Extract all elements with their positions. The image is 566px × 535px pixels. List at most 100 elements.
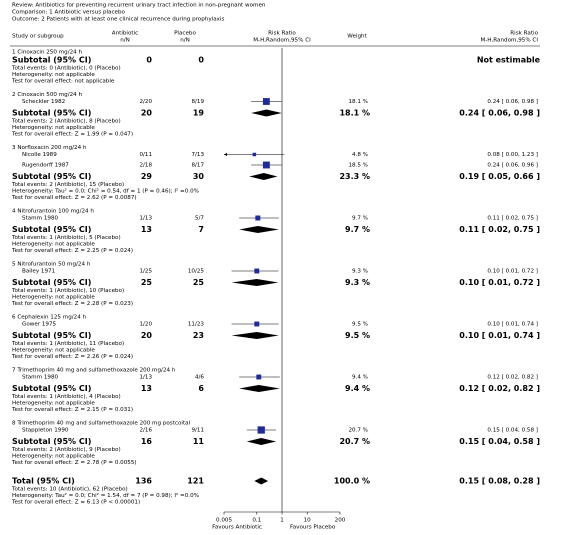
diamond	[251, 109, 282, 117]
subtotal-label: Subtotal (95% CI)	[12, 172, 91, 181]
result: 0.24 [ 0.06, 0.98 ]	[459, 109, 540, 118]
x-tick-label: 10	[304, 518, 312, 524]
total-events: Total events: 2 (Antibiotic), 8 (Placebo…	[11, 119, 121, 125]
heterogeneity: Heterogeneity: not applicable	[12, 125, 95, 131]
col-plot-sub: M-H,Random,95% CI	[253, 38, 311, 44]
placebo-events: 8/17	[191, 163, 204, 169]
overall-effect: Test for overall effect: Z = 2.28 (P = 0…	[11, 301, 133, 307]
placebo-events: 11/23	[188, 322, 205, 328]
placebo-total: 19	[193, 109, 205, 118]
result: Not estimable	[477, 56, 541, 65]
subtotal-label: Subtotal (95% CI)	[12, 384, 91, 393]
result: 0.19 [ 0.05, 0.66 ]	[459, 172, 540, 181]
result: 0.15 [ 0.04, 0.58 ]	[487, 428, 538, 434]
result: 0.12 [ 0.02, 0.82 ]	[459, 384, 540, 393]
result: 0.11 [ 0.02, 0.75 ]	[487, 216, 538, 222]
placebo-events: 4/6	[195, 375, 204, 381]
overall-effect: Test for overall effect: Z = 2.26 (P = 0…	[11, 354, 133, 360]
subtotal-label: Subtotal (95% CI)	[12, 437, 91, 446]
antibiotic-events: 1/13	[139, 375, 152, 381]
study-marker	[262, 98, 270, 105]
col-result: Risk Ratio	[510, 31, 538, 37]
col-study: Study or subgroup	[12, 34, 64, 40]
col-plot: Risk Ratio	[268, 31, 296, 37]
overall-effect: Test for overall effect: Z = 2.15 (P = 0…	[11, 407, 133, 413]
col-weight: Weight	[347, 34, 367, 40]
study-marker	[257, 426, 265, 434]
favours-right: Favours Placebo	[290, 525, 336, 531]
overall-effect: Test for overall effect: Z = 6.13 (P < 0…	[11, 500, 140, 506]
study-name: Nicolle 1989	[22, 152, 57, 158]
group-label: 8 Trimethoprim 40 mg and sulfamethoxazol…	[12, 421, 191, 427]
result: 0.10 [ 0.01, 0.72 ]	[487, 269, 538, 275]
weight: 9.3 %	[345, 278, 370, 287]
antibiotic-events: 2/16	[139, 428, 152, 434]
antibiotic-events: 0/11	[139, 152, 152, 158]
study-name: Rugendorff 1987	[22, 163, 69, 169]
antibiotic-events: 2/20	[139, 99, 152, 105]
subtotal-label: Subtotal (95% CI)	[12, 56, 91, 65]
study-name: Stamm 1980	[22, 375, 59, 381]
study-name: Gower 1975	[22, 322, 57, 328]
placebo-total: 6	[198, 384, 204, 393]
antibiotic-total: 25	[141, 278, 153, 287]
overall-effect: Test for overall effect: Z = 2.78 (P = 0…	[11, 460, 137, 466]
study-marker	[262, 161, 270, 169]
placebo-events: 10/25	[188, 269, 205, 275]
diamond	[249, 173, 278, 180]
weight: 9.5 %	[345, 331, 370, 340]
placebo-events: 5/7	[195, 216, 204, 222]
study-marker	[252, 152, 257, 157]
result: 0.10 [ 0.01, 0.74 ]	[459, 331, 540, 340]
diamond	[254, 477, 269, 485]
outcome: Outcome: 2 Patients with at least one cl…	[12, 17, 224, 23]
placebo-total: 121	[187, 477, 204, 486]
weight: 23.3 %	[339, 172, 370, 181]
weight: 18.1 %	[339, 109, 370, 118]
group-label: 4 Nitrofurantoin 100 mg/24 h	[12, 209, 94, 215]
result: 0.15 [ 0.08, 0.28 ]	[459, 477, 540, 486]
weight: 4.8 %	[352, 152, 368, 158]
ci-arrow	[224, 153, 228, 156]
heterogeneity: Heterogeneity: not applicable	[12, 295, 95, 301]
antibiotic-total: 16	[141, 437, 153, 446]
result: 0.10 [ 0.01, 0.74 ]	[487, 322, 538, 328]
placebo-total: 23	[193, 331, 204, 340]
heterogeneity: Heterogeneity: not applicable	[12, 72, 95, 78]
result: 0.12 [ 0.02, 0.82 ]	[487, 375, 538, 381]
antibiotic-total: 13	[141, 225, 152, 234]
result: 0.15 [ 0.04, 0.58 ]	[459, 437, 540, 446]
x-tick-label: 200	[335, 518, 346, 524]
col-placebo: Placebo	[174, 31, 196, 37]
total-events: Total events: 1 (Antibiotic), 11 (Placeb…	[11, 341, 124, 347]
weight: 9.7 %	[352, 216, 368, 222]
weight: 20.7 %	[348, 428, 368, 434]
overall-effect: Test for overall effect: not applicable	[11, 79, 115, 85]
placebo-total: 30	[193, 172, 205, 181]
antibiotic-total: 29	[141, 172, 153, 181]
overall-effect: Test for overall effect: Z = 1.99 (P = 0…	[11, 132, 133, 138]
weight: 18.5 %	[348, 163, 368, 169]
total-events: Total events: 10 (Antibiotic), 62 (Place…	[11, 487, 128, 493]
diamond	[239, 226, 279, 233]
subtotal-label: Subtotal (95% CI)	[12, 331, 91, 340]
antibiotic-events: 1/20	[139, 322, 152, 328]
heterogeneity: Heterogeneity: not applicable	[12, 454, 95, 460]
weight: 20.7 %	[339, 437, 370, 446]
overall-effect: Test for overall effect: Z = 2.62 (P = 0…	[11, 195, 137, 201]
diamond	[246, 438, 277, 445]
heterogeneity: Heterogeneity: not applicable	[12, 401, 95, 407]
study-marker	[254, 268, 260, 274]
subtotal-label: Total (95% CI)	[12, 477, 75, 486]
heterogeneity: Heterogeneity: not applicable	[12, 242, 95, 248]
study-marker	[254, 321, 260, 327]
study-marker	[255, 215, 261, 221]
col-placebo-sub: n/N	[180, 38, 190, 44]
total-events: Total events: 1 (Antibiotic), 5 (Placebo…	[11, 235, 121, 241]
col-result-sub: M-H,Random,95% CI	[480, 38, 538, 44]
antibiotic-total: 13	[141, 384, 152, 393]
result: 0.08 [ 0.00, 1.23 ]	[487, 152, 538, 158]
total-events: Total events: 2 (Antibiotic), 15 (Placeb…	[11, 182, 124, 188]
